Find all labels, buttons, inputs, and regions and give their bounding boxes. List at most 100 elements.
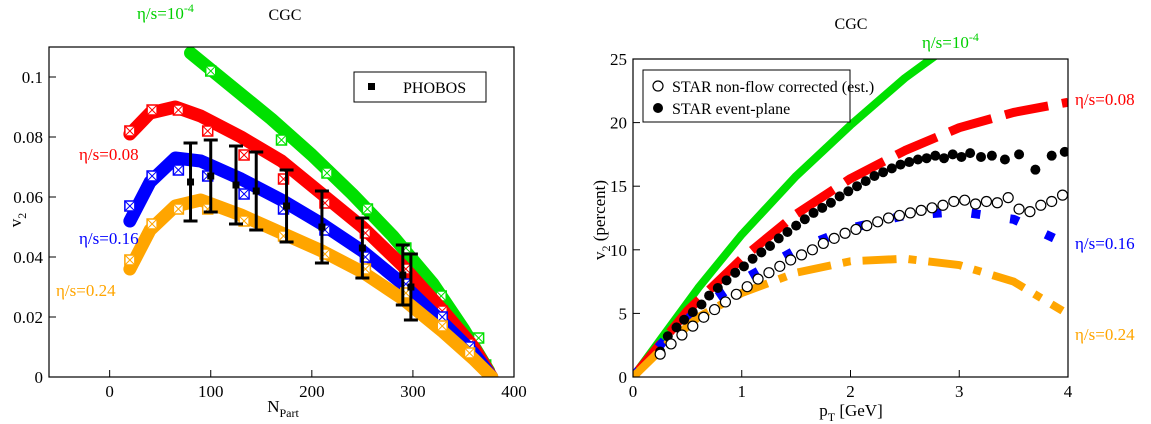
left-series-4-point	[318, 223, 326, 231]
right-series-4-point	[671, 322, 682, 333]
left-series-2-marker-hatch	[238, 188, 250, 200]
right-series-4-point	[704, 290, 715, 301]
right-series-4-point	[712, 282, 723, 293]
right-ylabel: v2 (percent)	[590, 180, 613, 260]
left-series-4-point	[252, 187, 260, 195]
right-label-eta-1e-4: η/s=10-4	[922, 30, 979, 52]
right-series-layer	[633, 59, 1068, 377]
right-series-5-point	[665, 338, 677, 350]
left-series-4-point	[232, 181, 240, 189]
right-chart: CGC 0 1 2 3 4 0 5 10 15 20 25 STAR non-flow correc…	[590, 16, 1135, 424]
right-series-5-point	[872, 216, 884, 228]
left-ytick-label: 0.02	[13, 308, 43, 327]
right-xtick-label: 2	[846, 382, 855, 401]
right-xtick-label: 3	[955, 382, 964, 401]
left-series-1-marker-hatch	[202, 125, 214, 137]
right-xtick-label: 4	[1064, 382, 1073, 401]
left-series-4-point	[399, 271, 407, 279]
right-xtick-label: 1	[738, 382, 747, 401]
left-plot-frame	[48, 46, 515, 378]
right-series-5-point	[991, 197, 1003, 209]
right-series-4-point	[799, 214, 810, 225]
right-series-4-point	[687, 307, 698, 318]
right-legend-box	[642, 69, 851, 123]
left-label-eta-0.24: η/s=0.24	[56, 281, 116, 300]
right-series-5-point	[937, 199, 949, 211]
right-series-4-point	[852, 181, 863, 192]
left-xtick-label: 100	[198, 382, 224, 401]
right-legend-eventplane-label: STAR event-plane	[672, 101, 790, 118]
right-series-5-point	[948, 195, 960, 208]
right-series-4-point	[679, 314, 690, 325]
left-ytick-label: 0.08	[13, 128, 43, 147]
right-series-5-point	[915, 204, 927, 216]
left-ytick-label: 0	[35, 368, 44, 387]
left-chart-title: CGC	[269, 7, 302, 24]
left-series-1-line	[123, 100, 499, 377]
right-series-4-point	[965, 148, 976, 159]
right-series-5-point	[763, 267, 775, 279]
right-series-5-point	[817, 237, 829, 250]
right-series-5-point	[676, 329, 688, 341]
right-series-5-point	[850, 223, 862, 236]
left-series-4-point	[207, 172, 215, 180]
right-series-5-point	[1035, 199, 1047, 211]
right-ytick-label: 15	[610, 177, 627, 196]
right-series-4-point	[1014, 149, 1025, 160]
right-series-4-point	[747, 253, 758, 264]
right-series-4-point	[976, 151, 986, 162]
right-series-4-point	[696, 299, 707, 310]
right-series-4-point	[738, 261, 749, 272]
left-series-0-marker-hatch	[321, 167, 333, 179]
left-label-eta-1e-4: η/s=10-4	[137, 1, 194, 23]
left-axes-layer: 0 100 200 300 400 0 0.02 0.04 0.06 0.08 0.1	[13, 68, 527, 401]
left-legend-box	[353, 71, 487, 103]
left-series-3-line	[123, 193, 499, 377]
right-xlabel: pT [GeV]	[819, 401, 883, 424]
right-series-4-point	[904, 157, 915, 168]
left-xtick-label: 300	[400, 382, 426, 401]
right-series-5-point	[1013, 203, 1025, 215]
right-label-eta-0.24: η/s=0.24	[1075, 325, 1135, 344]
left-series-1-marker-hatch	[238, 149, 250, 161]
right-series-5-point	[839, 227, 851, 239]
right-series-4-point	[765, 240, 776, 251]
right-series-5-point	[708, 303, 721, 316]
left-series-clip	[123, 47, 499, 377]
right-series-5-point	[861, 220, 873, 232]
right-series-5-point	[752, 273, 764, 285]
right-series-4-point	[834, 191, 845, 202]
right-legend: STAR non-flow corrected (est.) STAR even…	[642, 69, 874, 123]
right-series-4-point	[1059, 146, 1068, 157]
right-legend-filled-circle-marker	[653, 103, 663, 113]
left-label-eta-0.08: η/s=0.08	[79, 145, 139, 164]
left-label-eta-0.16: η/s=0.16	[79, 229, 139, 248]
left-chart: CGC 0 100 200 300 400 0 0.02 0.04 0.06 0.08 0.1 PH…	[6, 1, 527, 420]
right-series-4-point	[912, 154, 923, 165]
right-series-4-point	[756, 247, 767, 258]
left-series-2-marker-hatch	[173, 164, 184, 176]
right-series-5-point	[1002, 192, 1014, 204]
right-plot-frame	[632, 58, 1069, 378]
right-series-4-point	[843, 186, 854, 197]
right-series-4-point	[1030, 164, 1041, 175]
left-series-0-marker-hatch	[362, 203, 373, 215]
left-series-4-point	[187, 178, 195, 186]
right-series-5-point	[654, 348, 666, 360]
left-legend-phobos-marker	[368, 83, 375, 90]
right-series-5-point	[698, 311, 710, 323]
left-series-3-marker-hatch	[436, 320, 448, 332]
right-series-5-point	[893, 209, 906, 222]
right-ytick-label: 10	[610, 241, 627, 260]
right-series-5-point	[806, 244, 819, 256]
right-xtick-label: 0	[629, 382, 638, 401]
left-ytick-label: 0.04	[13, 248, 43, 267]
right-series-clip	[633, 59, 1068, 377]
right-series-4-point	[999, 154, 1010, 165]
right-series-5-point	[730, 288, 742, 300]
right-series-5-point	[959, 194, 971, 206]
left-series-3-marker-hatch	[464, 347, 475, 359]
left-ytick-label: 0.1	[22, 68, 43, 87]
right-ytick-label: 25	[610, 50, 627, 69]
right-series-4-point	[947, 149, 958, 160]
